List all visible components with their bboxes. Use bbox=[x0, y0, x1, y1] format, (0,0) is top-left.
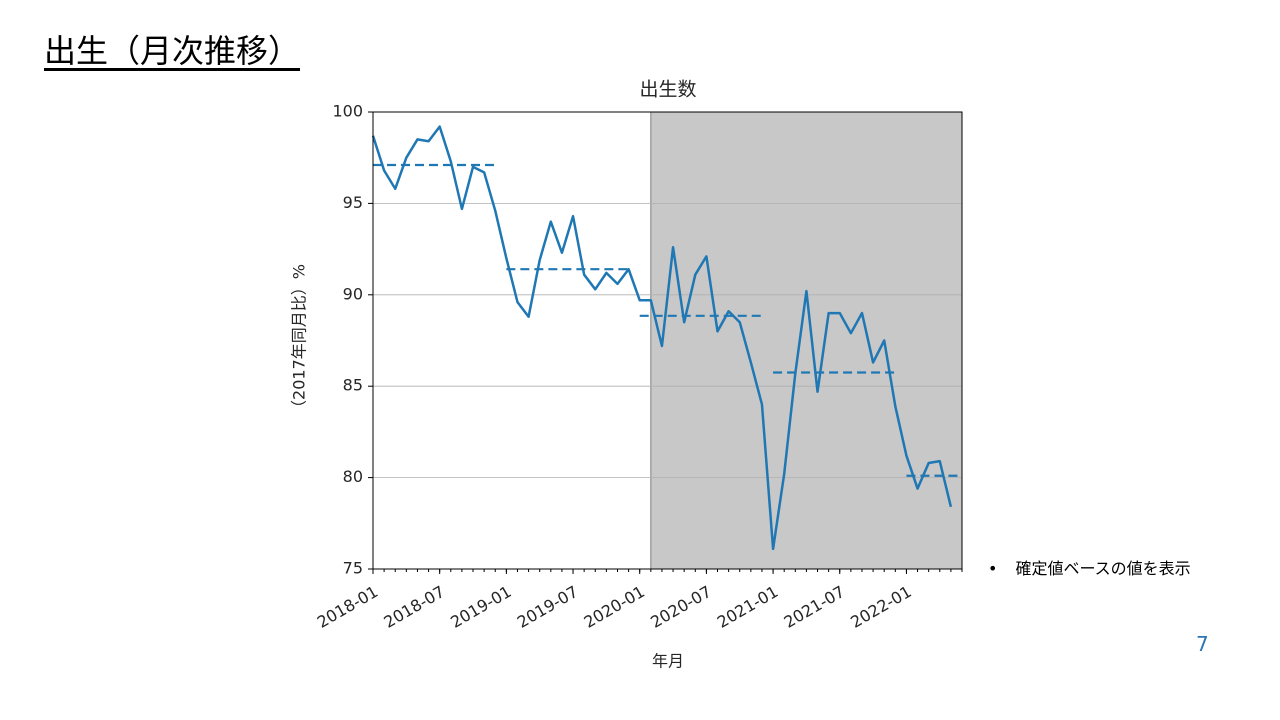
x-tick-label: 2021-07 bbox=[781, 582, 848, 632]
x-tick-label: 2019-07 bbox=[514, 582, 581, 632]
slide-title: 出生（月次推移） bbox=[44, 32, 301, 70]
y-tick-label: 100 bbox=[332, 102, 363, 121]
y-tick-label: 90 bbox=[343, 284, 363, 303]
y-axis-label: （2017年同月比）% bbox=[290, 264, 309, 416]
x-tick-label: 2020-07 bbox=[647, 582, 714, 632]
y-tick-label: 80 bbox=[343, 467, 363, 486]
x-tick-label: 2021-01 bbox=[714, 582, 781, 632]
chart-title: 出生数 bbox=[639, 79, 696, 101]
x-tick-label: 2019-01 bbox=[447, 582, 514, 632]
y-tick-label: 85 bbox=[343, 376, 363, 395]
y-tick-label: 75 bbox=[343, 559, 363, 578]
note-text: 確定値ベースの値を表示 bbox=[1015, 559, 1191, 578]
data-line bbox=[371, 125, 953, 551]
x-axis-label: 年月 bbox=[652, 652, 684, 671]
x-tick-label: 2022-01 bbox=[847, 582, 914, 632]
x-tick-label: 2018-07 bbox=[381, 582, 448, 632]
page-number: 7 bbox=[1196, 632, 1209, 656]
bullet: • bbox=[988, 559, 998, 578]
note: • 確定値ベースの値を表示 bbox=[988, 555, 1191, 579]
plot-frame bbox=[372, 111, 963, 570]
x-tick-label: 2020-01 bbox=[581, 582, 648, 632]
x-tick-label: 2018-01 bbox=[314, 582, 381, 632]
shaded-region bbox=[650, 112, 962, 569]
y-tick-label: 95 bbox=[343, 193, 363, 212]
